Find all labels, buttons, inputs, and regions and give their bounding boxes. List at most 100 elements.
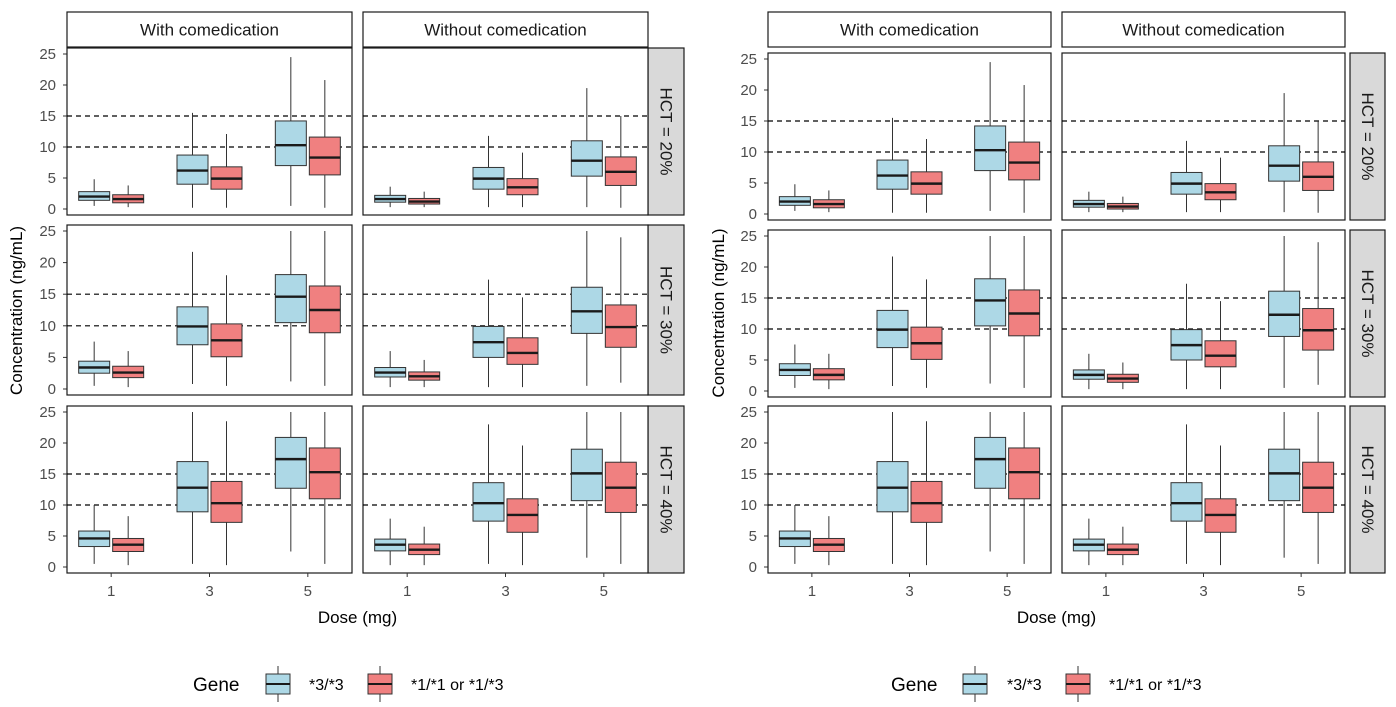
box [1170, 482, 1203, 522]
y-tick-label: 20 [740, 82, 757, 99]
y-tick-label: 25 [740, 404, 757, 421]
facet-strip-col [362, 11, 649, 48]
x-tick-label: 1 [107, 583, 115, 600]
boxplot-gene-3-3 [78, 179, 111, 206]
boxplot-gene-1-1-or-1-3 [1302, 121, 1335, 213]
y-tick-label: 0 [749, 559, 757, 576]
x-tick-label: 5 [600, 583, 608, 600]
box [210, 480, 243, 523]
facet-strip-col [767, 11, 1052, 48]
box [910, 480, 943, 523]
boxplot-gene-3-3 [570, 412, 603, 558]
boxplot-gene-3-3 [274, 57, 307, 206]
box [274, 436, 307, 489]
boxplot-gene-1-1-or-1-3 [812, 516, 845, 566]
box [506, 337, 539, 365]
facet-strip-col-label: With comedication [840, 21, 979, 40]
box [308, 447, 341, 500]
boxplot-gene-3-3 [1072, 191, 1105, 213]
box [472, 482, 505, 522]
facet-strip-col [1061, 11, 1346, 48]
boxplot-gene-1-1-or-1-3 [604, 116, 637, 208]
boxplot-gene-1-1-or-1-3 [112, 516, 145, 566]
boxplot-gene-1-1-or-1-3 [812, 190, 845, 213]
boxplot-gene-1-1-or-1-3 [1106, 362, 1139, 390]
boxplot-gene-1-1-or-1-3 [506, 152, 539, 208]
y-tick-label: 25 [39, 404, 56, 421]
chart-2: With comedication Without comedication HCT… [709, 11, 1386, 702]
facet-strip-row-label: HCT = 40% [657, 445, 676, 533]
y-tick-label: 5 [48, 349, 56, 366]
y-tick-label: 15 [740, 113, 757, 130]
legend-label: *3/*3 [1007, 677, 1042, 694]
facet-strip-row [1349, 229, 1386, 398]
boxplot-gene-3-3 [274, 412, 307, 552]
boxplot-gene-3-3 [876, 256, 909, 387]
y-tick-label: 0 [48, 381, 56, 398]
y-tick-label: 0 [48, 201, 56, 218]
x-tick-label: 1 [403, 583, 411, 600]
boxplot-gene-3-3 [876, 117, 909, 213]
legend: Gene *3/*3 *1/*1 or *1/*3 [891, 666, 1202, 702]
boxplot-gene-1-1-or-1-3 [210, 133, 243, 208]
legend-key-gene-1-1-or-1-3 [1065, 666, 1091, 702]
y-tick-label: 0 [749, 383, 757, 400]
boxplot-gene-1-1-or-1-3 [1106, 196, 1139, 213]
x-tick-label: 3 [905, 583, 913, 600]
facet-strip-row-label: HCT = 20% [1358, 92, 1377, 180]
box [1008, 141, 1041, 181]
y-tick-label: 20 [39, 435, 56, 452]
box [974, 125, 1007, 172]
boxplot-gene-1-1-or-1-3 [1204, 157, 1237, 213]
box [1268, 145, 1301, 182]
y-tick-label: 5 [48, 528, 56, 545]
y-tick-label: 10 [39, 139, 56, 156]
boxplot-gene-3-3 [974, 62, 1007, 211]
box [1204, 340, 1237, 368]
y-tick-label: 20 [740, 259, 757, 276]
y-tick-label: 10 [39, 497, 56, 514]
box [570, 140, 603, 177]
boxplot-gene-1-1-or-1-3 [812, 353, 845, 390]
x-axis-title: Dose (mg) [1017, 608, 1096, 627]
panel [1061, 52, 1346, 221]
boxplot-gene-3-3 [974, 236, 1007, 384]
boxplot-gene-3-3 [1170, 140, 1203, 213]
boxplot-gene-3-3 [1268, 236, 1301, 388]
legend: Gene *3/*3 *1/*1 or *1/*3 [193, 666, 504, 702]
boxplot-gene-3-3 [374, 518, 407, 566]
boxplot-gene-3-3 [974, 412, 1007, 552]
boxplot-gene-3-3 [472, 135, 505, 208]
legend-title: Gene [193, 675, 239, 696]
facet-strip-col-label: Without comedication [1122, 21, 1285, 40]
y-tick-label: 20 [740, 435, 757, 452]
y-tick-label: 5 [48, 170, 56, 187]
boxplot-gene-3-3 [274, 231, 307, 382]
box [974, 436, 1007, 489]
boxplot-gene-1-1-or-1-3 [308, 412, 341, 564]
x-tick-label: 1 [1102, 583, 1110, 600]
y-tick-label: 15 [39, 108, 56, 125]
boxplot-gene-1-1-or-1-3 [910, 421, 943, 566]
y-tick-label: 10 [740, 144, 757, 161]
boxplot-gene-1-1-or-1-3 [604, 237, 637, 383]
x-tick-label: 5 [1003, 583, 1011, 600]
x-tick-label: 3 [1199, 583, 1207, 600]
boxplot-gene-3-3 [374, 186, 407, 208]
y-tick-label: 20 [39, 77, 56, 94]
boxplot-gene-3-3 [374, 351, 407, 388]
panel [66, 47, 353, 216]
y-tick-label: 15 [740, 290, 757, 307]
boxplot-gene-1-1-or-1-3 [210, 275, 243, 386]
y-tick-label: 25 [39, 223, 56, 240]
boxplot-gene-1-1-or-1-3 [1204, 301, 1237, 390]
chart-1: With comedication Without comedication HCT… [7, 11, 685, 702]
boxplot-gene-1-1-or-1-3 [308, 231, 341, 386]
facet-strip-row [1349, 52, 1386, 221]
y-tick-label: 25 [740, 51, 757, 68]
legend-key-gene-3-3 [962, 666, 988, 702]
box [1268, 448, 1301, 502]
y-tick-label: 10 [740, 497, 757, 514]
boxplot-gene-1-1-or-1-3 [910, 138, 943, 213]
